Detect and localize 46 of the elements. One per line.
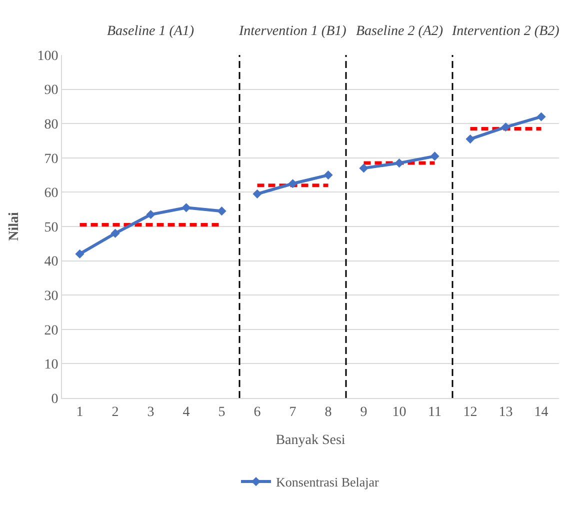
point — [536, 112, 546, 122]
x-tick-label: 14 — [534, 404, 548, 420]
point — [359, 164, 368, 173]
y-tick-label: 90 — [44, 83, 58, 98]
x-tick-label: 13 — [498, 404, 513, 420]
x-tick-label: 6 — [254, 404, 261, 420]
text: Intervention 2 (B2) — [451, 24, 560, 39]
point — [110, 228, 120, 238]
point — [146, 210, 156, 220]
text: Baseline 2 (A2) — [356, 24, 444, 39]
x-tick-label: 3 — [147, 404, 154, 420]
x-tick-label: 7 — [289, 404, 296, 420]
y-axis-title: Nilai — [6, 212, 22, 241]
point — [324, 170, 333, 180]
x-tick-label: 5 — [218, 404, 226, 420]
y-tick-label: 60 — [44, 186, 58, 202]
y-tick-label: 50 — [44, 220, 58, 236]
x-tick-label: 2 — [112, 404, 119, 420]
x-axis-title: Banyak Sesi — [276, 433, 346, 448]
x-tick-label: 4 — [182, 404, 190, 420]
point — [394, 158, 404, 168]
x-tick-label: 11 — [428, 404, 442, 420]
y-tick-label: 100 — [37, 48, 58, 64]
point — [466, 134, 475, 144]
x-tick-label: 12 — [463, 404, 478, 420]
point — [288, 179, 298, 188]
point — [501, 122, 510, 132]
y-tick-label: 10 — [44, 358, 58, 373]
y-tick-label: 40 — [44, 254, 58, 270]
x-tick-label: 10 — [392, 404, 406, 420]
point — [217, 206, 226, 216]
y-tick-label: 20 — [44, 323, 58, 338]
y-tick-label: 0 — [51, 392, 58, 407]
y-tick-label: 30 — [44, 289, 58, 304]
point — [75, 249, 84, 258]
point — [182, 203, 191, 212]
point — [430, 152, 440, 161]
text: Baseline 1 (A1) — [107, 24, 194, 39]
point — [252, 189, 262, 198]
x-tick-label: 1 — [76, 404, 84, 420]
legend-label: Konsentrasi Belajar — [276, 474, 380, 490]
text: Intervention 1 (B1) — [238, 24, 347, 39]
x-tick-label: 8 — [324, 404, 332, 420]
y-tick-label: 80 — [44, 118, 58, 132]
y-tick-label: 70 — [44, 152, 58, 167]
x-tick-label: 9 — [360, 404, 368, 420]
